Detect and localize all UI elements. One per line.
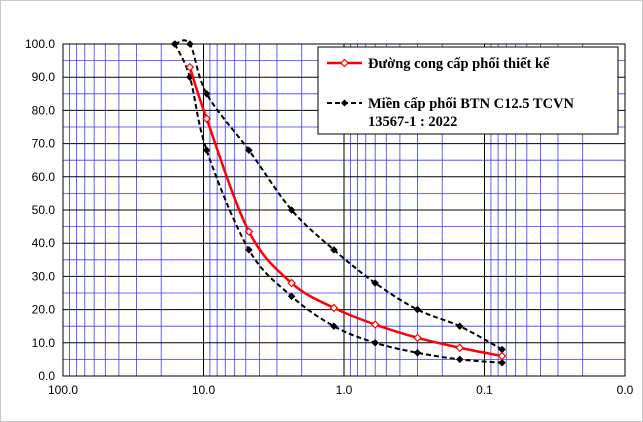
data-point-marker	[370, 320, 380, 329]
legend-envelope-swatch-marker	[341, 99, 348, 107]
data-point-marker	[287, 206, 296, 214]
data-point-marker	[202, 146, 211, 155]
data-point-marker	[186, 40, 194, 48]
y-tick-label: 20.0	[32, 303, 56, 317]
y-tick-label: 90.0	[32, 70, 56, 84]
data-point-marker	[330, 245, 338, 254]
data-point-marker	[245, 146, 253, 155]
y-tick-label: 100.0	[25, 37, 55, 51]
x-tick-label: 10.0	[192, 383, 216, 397]
legend: Đường cong cấp phối thiết kế Miền cấp ph…	[317, 46, 619, 135]
x-tick-label: 0.0	[617, 383, 634, 397]
data-point-marker	[497, 351, 507, 361]
legend-box	[317, 46, 619, 135]
data-point-marker	[202, 114, 211, 124]
y-tick-label: 50.0	[32, 203, 56, 217]
data-point-marker	[185, 62, 195, 72]
series-0	[185, 62, 507, 361]
y-tick-label: 40.0	[32, 236, 56, 250]
series-line	[188, 66, 503, 358]
y-tick-label: 10.0	[32, 336, 56, 350]
legend-envelope-label-line1: Miền cấp phối BTN C12.5 TCVN	[368, 96, 575, 112]
legend-design-label: Đường cong cấp phối thiết kế	[368, 56, 551, 72]
x-axis-tick-labels: 100.0 10.0 1.0 0.1 0.0	[48, 383, 634, 397]
data-point-marker	[329, 303, 339, 313]
y-tick-label: 30.0	[32, 269, 56, 283]
data-point-marker	[287, 278, 296, 288]
data-point-marker	[244, 227, 254, 236]
y-tick-label: 70.0	[32, 137, 56, 151]
series-line	[174, 39, 503, 351]
y-tick-label: 60.0	[32, 170, 56, 184]
data-point-marker	[245, 245, 253, 254]
data-point-marker	[371, 338, 380, 347]
data-point-marker	[413, 348, 422, 357]
legend-design-swatch-marker	[340, 58, 349, 68]
x-tick-label: 100.0	[48, 383, 78, 397]
x-tick-label: 0.1	[476, 383, 493, 397]
y-axis-tick-labels: 0.0 10.0 20.0 30.0 40.0 50.0 60.0 70.0 80.0 90.0 1…	[25, 37, 55, 383]
data-point-marker	[287, 292, 296, 301]
legend-envelope-label-line2: 13567-1 : 2022	[368, 114, 457, 130]
data-point-marker	[455, 355, 464, 364]
data-point-marker	[371, 279, 380, 287]
data-point-marker	[498, 358, 506, 367]
data-point-marker	[413, 333, 422, 343]
series-layer	[170, 39, 507, 367]
data-point-marker	[330, 322, 338, 331]
data-point-marker	[455, 343, 465, 353]
series-line	[173, 43, 503, 364]
data-point-marker	[413, 305, 422, 314]
data-point-marker	[202, 89, 211, 98]
data-point-marker	[170, 40, 179, 48]
data-point-marker	[455, 322, 464, 331]
plot-area	[62, 43, 626, 377]
y-tick-label: 0.0	[38, 369, 55, 383]
x-tick-label: 1.0	[336, 383, 353, 397]
y-tick-label: 80.0	[32, 103, 56, 117]
